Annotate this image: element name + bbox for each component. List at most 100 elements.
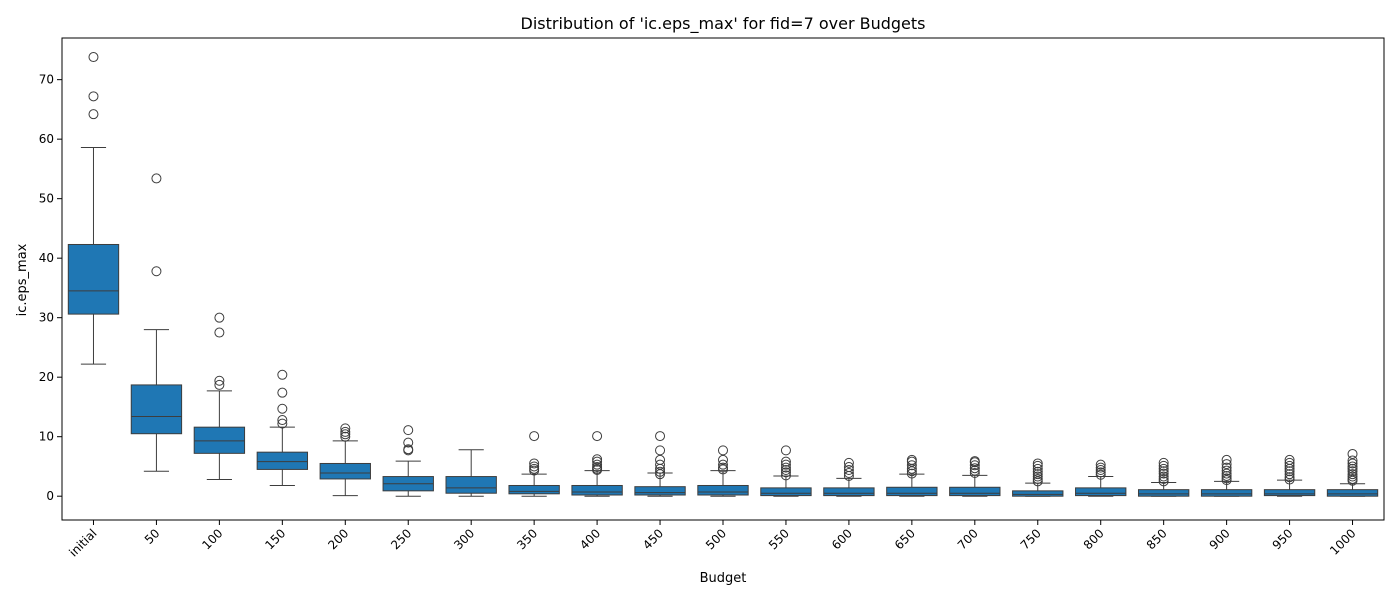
outlier-point xyxy=(214,379,225,390)
outlier-point xyxy=(1347,455,1358,466)
outlier-point xyxy=(1158,460,1169,471)
box xyxy=(1137,489,1190,497)
outlier-point xyxy=(655,469,666,480)
box xyxy=(445,476,497,494)
outlier-point xyxy=(1032,476,1043,487)
outlier-point xyxy=(1032,473,1043,484)
outlier-point xyxy=(1347,473,1358,484)
outlier-point xyxy=(1095,465,1106,476)
outlier-point xyxy=(1158,476,1169,487)
box xyxy=(1326,489,1379,497)
outlier-point xyxy=(1221,473,1232,484)
outlier-point xyxy=(718,459,728,470)
box xyxy=(697,484,749,496)
box xyxy=(571,484,623,496)
outlier-point xyxy=(1158,473,1169,484)
box xyxy=(67,243,120,315)
x-tick-label: 200 xyxy=(325,526,351,552)
outlier-point xyxy=(655,431,666,442)
outlier-point xyxy=(277,387,288,398)
box xyxy=(634,486,686,496)
outlier-point xyxy=(1284,472,1295,483)
outlier-point xyxy=(843,457,854,468)
x-tick-label: 850 xyxy=(1144,526,1170,552)
outlier-point xyxy=(1158,468,1169,479)
outlier-point xyxy=(1221,454,1232,465)
outlier-point xyxy=(718,454,728,465)
outlier-point xyxy=(1284,457,1295,468)
y-tick-label: 10 xyxy=(39,430,54,444)
outlier-point xyxy=(780,465,791,476)
outlier-point xyxy=(592,459,603,470)
outlier-point xyxy=(718,462,728,473)
x-axis: initial 50 100 150 200 250 300 350 400 450 500 550 6… xyxy=(66,520,1359,559)
outlier-point xyxy=(592,456,603,467)
box xyxy=(886,486,938,497)
x-tick-label: 600 xyxy=(829,526,855,552)
outlier-point xyxy=(1347,448,1358,459)
outlier-point xyxy=(1347,466,1358,477)
outlier-point xyxy=(969,460,980,471)
outlier-point xyxy=(1032,471,1043,482)
outlier-point xyxy=(1284,454,1295,465)
outlier-point xyxy=(969,467,980,478)
x-tick-label: 750 xyxy=(1018,526,1044,552)
box-group xyxy=(1012,458,1064,497)
outlier-point xyxy=(1032,460,1043,471)
box-group xyxy=(67,52,120,365)
outlier-point xyxy=(1158,463,1169,474)
y-tick-label: 70 xyxy=(39,73,54,87)
box-group xyxy=(886,454,938,497)
box-group xyxy=(382,425,434,497)
outlier-point xyxy=(1347,463,1358,474)
box xyxy=(1263,489,1316,497)
outlier-point xyxy=(780,459,791,470)
outlier-point xyxy=(969,456,980,467)
outlier-point xyxy=(151,266,162,277)
y-tick-label: 40 xyxy=(39,251,54,265)
outlier-point xyxy=(1347,458,1358,469)
outlier-point xyxy=(403,437,414,448)
box-group xyxy=(193,312,246,481)
x-tick-label: 100 xyxy=(199,526,225,552)
box-group xyxy=(1326,448,1379,497)
box-group xyxy=(1200,454,1253,497)
outlier-point xyxy=(780,462,791,473)
y-tick-label: 50 xyxy=(39,192,54,206)
outlier-point xyxy=(655,445,666,456)
outlier-point xyxy=(1284,469,1295,480)
y-tick-label: 30 xyxy=(39,311,54,325)
outlier-point xyxy=(277,418,288,429)
outlier-point xyxy=(1095,459,1106,470)
plot-frame xyxy=(61,37,1385,521)
x-tick-label: 300 xyxy=(451,526,477,552)
outlier-point xyxy=(592,454,603,465)
outlier-point xyxy=(1221,462,1232,473)
box xyxy=(823,487,875,497)
box-group xyxy=(1075,459,1127,497)
x-tick-label: 550 xyxy=(766,526,792,552)
outlier-point xyxy=(88,52,99,63)
x-tick-label: 1000 xyxy=(1327,526,1358,557)
outlier-point xyxy=(1095,467,1106,478)
y-tick-label: 20 xyxy=(39,370,54,384)
x-tick-label: 250 xyxy=(388,526,414,552)
outlier-point xyxy=(529,461,540,472)
x-tick-label: 50 xyxy=(142,526,163,547)
outlier-point xyxy=(655,459,666,470)
outlier-point xyxy=(340,426,351,437)
x-tick-label: 650 xyxy=(892,526,918,552)
box xyxy=(256,451,309,470)
box xyxy=(1012,490,1064,497)
box xyxy=(949,486,1001,497)
box-group xyxy=(949,456,1001,497)
box-group xyxy=(445,449,497,497)
outlier-point xyxy=(843,465,854,476)
outlier-point xyxy=(529,431,540,442)
outlier-point xyxy=(529,463,540,474)
x-axis-label: Budget xyxy=(700,571,747,586)
x-tick-label: 800 xyxy=(1081,526,1107,552)
outlier-point xyxy=(718,445,728,456)
outlier-point xyxy=(1284,460,1295,471)
